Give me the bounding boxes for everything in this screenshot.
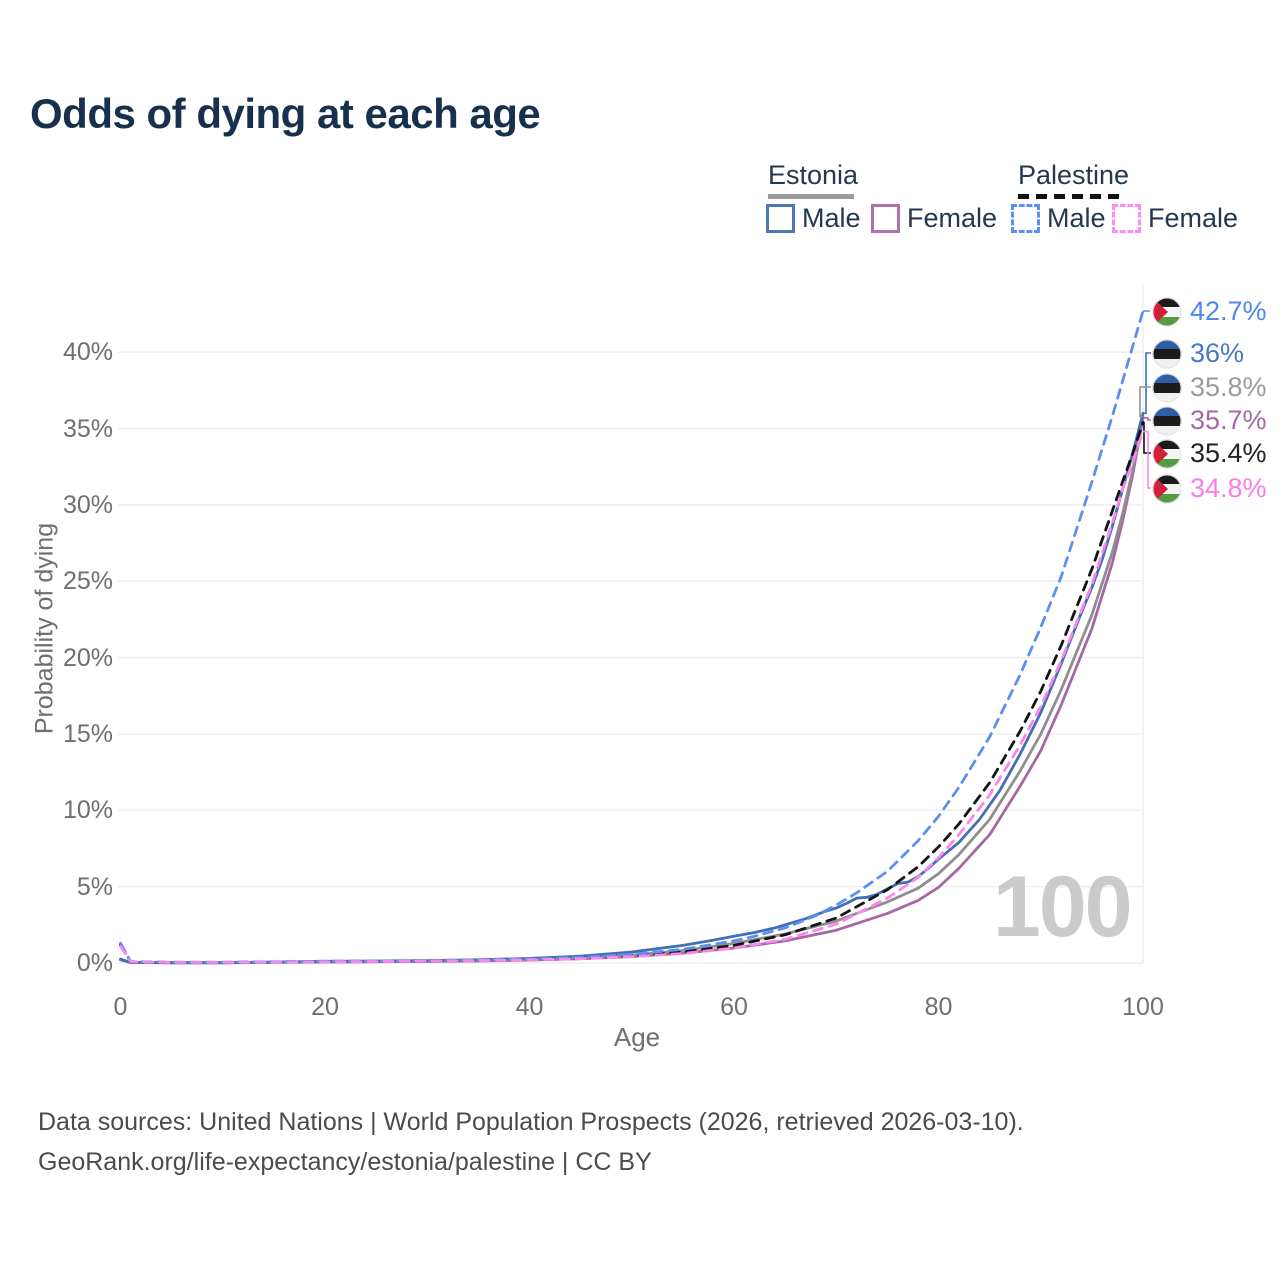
legend-item-palestine-male[interactable]: Male [1011, 203, 1106, 234]
data-source-line: Data sources: United Nations | World Pop… [38, 1108, 1024, 1136]
legend-item-estonia-male[interactable]: Male [766, 203, 861, 234]
y-tick-label: 35% [62, 414, 113, 443]
legend-group-palestine: Palestine [1018, 160, 1129, 199]
x-tick-label: 40 [515, 993, 544, 1021]
legend-label: Female [1148, 203, 1239, 233]
y-tick-label: 5% [76, 872, 113, 901]
chart-title: Odds of dying at each age [30, 90, 541, 137]
legend-item-palestine-female[interactable]: Female [1112, 203, 1238, 234]
x-tick-label: 80 [924, 993, 953, 1021]
line-palestine-male [119, 309, 1145, 964]
end-label-value: 35.8% [1190, 372, 1267, 402]
estonia-solid-line-swatch [768, 194, 854, 199]
legend-label: Male [1047, 203, 1106, 233]
y-tick-label: 40% [62, 338, 113, 367]
palestine-dashed-line-swatch [1018, 194, 1126, 199]
estonia-male-swatch-icon [766, 204, 795, 233]
end-label-leader-line [1143, 417, 1151, 421]
estonia-female-swatch-icon [871, 204, 900, 233]
x-tick-label: 20 [311, 993, 339, 1021]
legend-item-estonia-female[interactable]: Female [871, 203, 997, 234]
end-label-value: 35.7% [1190, 405, 1267, 435]
end-label-row-palestine-female: 34.8% [1152, 473, 1267, 504]
x-tick-label: 0 [113, 993, 128, 1021]
line-palestine-both-sexes [119, 421, 1145, 964]
legend-label: Male [802, 203, 861, 233]
estonia-flag-icon [1152, 373, 1182, 402]
legend-estonia-header: Estonia [768, 160, 859, 190]
legend-label: Female [907, 203, 998, 233]
line-estonia-male [119, 411, 1145, 965]
end-label-leader-line [1143, 352, 1151, 415]
end-label-leader-line [1139, 386, 1151, 418]
x-tick-label: 60 [720, 993, 748, 1021]
end-label-row-palestine-both-sexes: 35.4% [1152, 438, 1267, 469]
palestine-flag-icon [1152, 297, 1182, 326]
end-label-leader-line [1143, 430, 1151, 489]
x-tick-label: 100 [1122, 993, 1164, 1021]
estonia-flag-icon [1152, 339, 1182, 368]
palestine-male-swatch-icon [1011, 204, 1040, 233]
attribution-line: GeoRank.org/life-expectancy/estonia/pale… [38, 1148, 652, 1176]
end-label-value: 34.8% [1190, 473, 1267, 503]
y-tick-label: 25% [62, 567, 113, 596]
y-tick-label: 10% [62, 796, 113, 825]
palestine-flag-icon [1152, 474, 1182, 503]
watermark-age-100: 100 [993, 859, 1132, 955]
y-tick-label: 15% [62, 719, 113, 748]
end-label-row-estonia-both-sexes: 35.8% [1152, 372, 1267, 403]
legend-group-estonia: Estonia [768, 160, 858, 199]
legend-palestine-header: Palestine [1018, 160, 1130, 190]
gridlines [118, 284, 1144, 964]
x-axis-title: Age [613, 1022, 661, 1052]
end-label-row-estonia-female: 35.7% [1152, 405, 1267, 436]
y-tick-label: 0% [76, 949, 113, 977]
end-label-row-estonia-male: 36% [1152, 338, 1244, 369]
palestine-flag-icon [1152, 439, 1182, 468]
end-label-value: 36% [1190, 338, 1245, 368]
end-label-row-palestine-male: 42.7% [1152, 296, 1267, 327]
estonia-flag-icon [1152, 406, 1182, 435]
line-estonia-both-sexes [119, 414, 1145, 965]
palestine-female-swatch-icon [1112, 204, 1141, 233]
line-estonia-female [119, 416, 1145, 965]
line-palestine-female [119, 430, 1145, 964]
end-label-value: 42.7% [1190, 296, 1267, 326]
y-tick-label: 20% [62, 643, 113, 672]
y-tick-label: 30% [62, 490, 113, 519]
end-label-leader-line [1143, 421, 1151, 454]
end-label-value: 35.4% [1190, 438, 1267, 468]
